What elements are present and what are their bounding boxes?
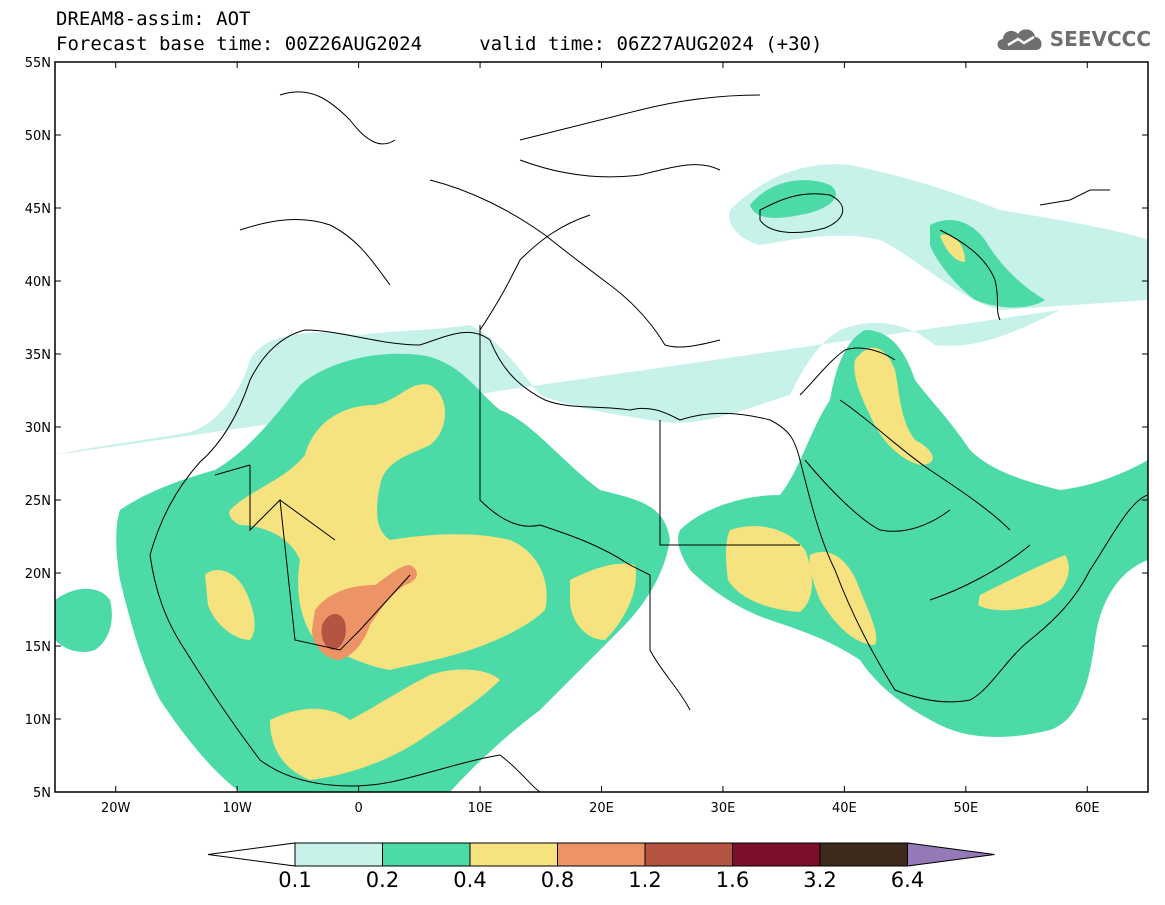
colorbar-label: 3.2 [803, 868, 836, 892]
lat-axis: 55N 50N 45N 40N 35N 30N 25N 20N 15N 10N 5N [25, 56, 1148, 801]
chart-title: DREAM8-assim: AOT [56, 8, 251, 30]
colorbar-label: 0.4 [453, 868, 486, 892]
lon-tick-label: 0 [354, 801, 362, 816]
lon-tick-label: 10W [222, 801, 252, 816]
colorbar-swatch [382, 842, 471, 867]
lat-tick-label: 5N [33, 786, 51, 801]
colorbar: 0.1 0.2 0.4 0.8 1.2 1.6 3.2 6.4 [207, 842, 995, 892]
lat-tick-label: 25N [25, 494, 51, 509]
lat-tick-label: 45N [25, 202, 51, 217]
colorbar-swatch [819, 842, 908, 867]
cloud-logo-icon [997, 29, 1042, 50]
lon-tick-label: 20E [589, 801, 614, 816]
lon-tick-label: 40E [832, 801, 857, 816]
colorbar-label: 0.2 [366, 868, 399, 892]
seevccc-logo: SEEVCCC [994, 24, 1151, 54]
lon-tick-label: 60E [1075, 801, 1100, 816]
colorbar-swatch [469, 842, 558, 867]
colorbar-label: 1.6 [716, 868, 749, 892]
aot-contour-0.2 [55, 180, 1148, 792]
lon-axis: 20W 10W 0 10E 20E 30E 40E 50E 60E [101, 62, 1100, 816]
lat-tick-label: 15N [25, 640, 51, 655]
colorbar-under-triangle [207, 842, 296, 867]
lon-tick-label: 10E [468, 801, 493, 816]
lat-tick-label: 30N [25, 421, 51, 436]
lat-tick-label: 50N [25, 129, 51, 144]
lon-tick-label: 50E [953, 801, 978, 816]
lat-tick-label: 55N [25, 56, 51, 71]
lat-tick-label: 10N [25, 713, 51, 728]
logo-text: SEEVCCC [1049, 27, 1151, 51]
colorbar-label: 0.8 [541, 868, 574, 892]
colorbar-swatch [557, 842, 646, 867]
colorbar-label: 1.2 [628, 868, 661, 892]
aot-contour-1.2 [321, 614, 346, 650]
lat-tick-label: 40N [25, 275, 51, 290]
colorbar-swatch [294, 842, 383, 867]
aot-field [55, 164, 1148, 792]
lon-tick-label: 30E [711, 801, 736, 816]
colorbar-label: 6.4 [891, 868, 924, 892]
lon-tick-label: 20W [101, 801, 131, 816]
coastlines [149, 91, 1148, 792]
colorbar-over-triangle [907, 842, 995, 867]
lat-tick-label: 20N [25, 567, 51, 582]
aot-contour-0.1 [55, 164, 1148, 455]
colorbar-label: 0.1 [278, 868, 311, 892]
lat-tick-label: 35N [25, 348, 51, 363]
colorbar-swatch [732, 842, 821, 867]
aot-contour-0.4 [205, 234, 1069, 780]
colorbar-swatch [644, 842, 733, 867]
forecast-times: Forecast base time: 00Z26AUG2024 valid t… [56, 33, 823, 55]
